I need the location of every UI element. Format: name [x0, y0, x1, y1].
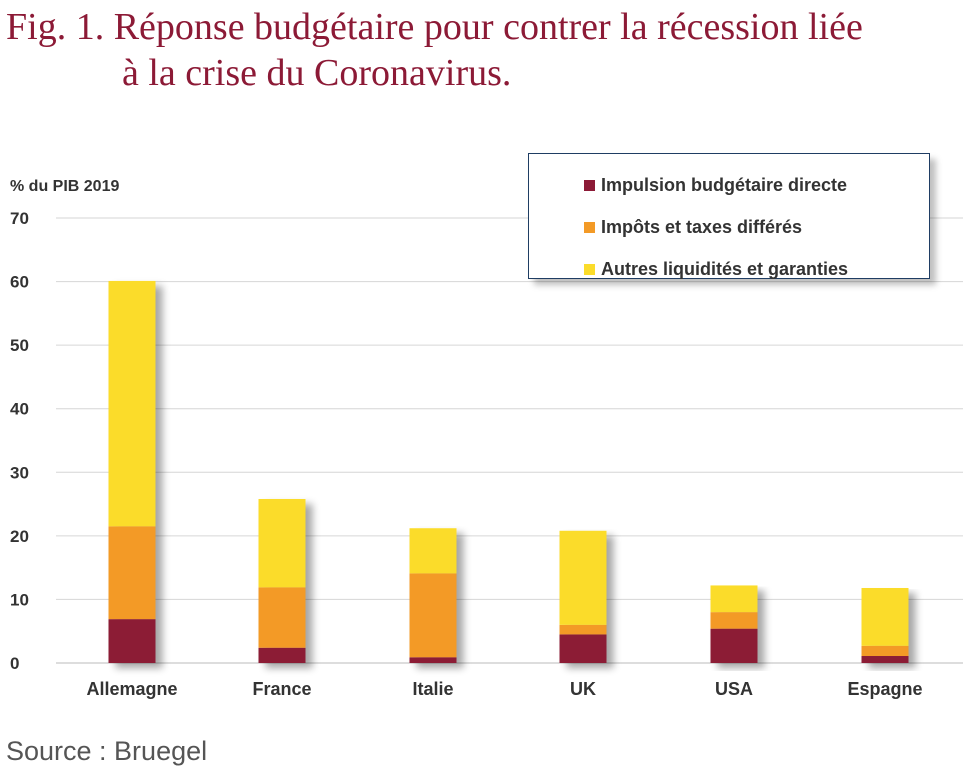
bar-segment: [108, 280, 156, 527]
y-tick-label: 70: [10, 209, 29, 228]
legend-swatch: [584, 221, 595, 233]
bar-segment: [710, 628, 758, 663]
legend: Impulsion budgétaire directe Impôts et t…: [528, 153, 930, 279]
bar-segment: [409, 528, 457, 574]
bar-segment: [258, 498, 306, 588]
category-label: USA: [715, 679, 753, 699]
bar-stack: [861, 587, 909, 663]
bar-segment: [108, 619, 156, 663]
bar-segment: [861, 587, 909, 646]
y-tick-label: 0: [10, 654, 19, 673]
y-tick-labels: 0 10 20 30 40 50 60 70: [10, 209, 29, 673]
bars: [108, 280, 909, 663]
legend-label: Impôts et taxes différés: [601, 216, 803, 237]
y-tick-label: 10: [10, 590, 29, 609]
figure-title: Fig. 1. Réponse budgétaire pour contrer …: [6, 4, 961, 96]
title-line-2: à la crise du Coronavirus.: [122, 52, 512, 94]
bar-segment: [258, 587, 306, 648]
bar-segment: [710, 612, 758, 629]
category-label: Allemagne: [86, 679, 177, 699]
bar-stack: [108, 280, 156, 663]
y-tick-label: 20: [10, 527, 29, 546]
bar-stack: [258, 498, 306, 663]
bar-segment: [108, 526, 156, 620]
bar-segment: [409, 573, 457, 658]
legend-label: Autres liquidités et garanties: [601, 258, 849, 279]
source-note: Source : Bruegel: [6, 736, 208, 766]
legend-item-liquidites: Autres liquidités et garanties: [529, 248, 929, 290]
gridlines: [56, 217, 963, 664]
legend-swatch: [584, 179, 595, 191]
legend-item-impulsion: Impulsion budgétaire directe: [529, 164, 929, 206]
y-tick-label: 40: [10, 400, 29, 419]
legend-label: Impulsion budgétaire directe: [601, 174, 848, 195]
bar-segment: [559, 530, 607, 625]
legend-item-impots: Impôts et taxes différés: [529, 206, 929, 248]
y-tick-label: 50: [10, 336, 29, 355]
bar-segment: [258, 647, 306, 663]
bar-segment: [559, 634, 607, 663]
bar-segment: [710, 585, 758, 613]
bar-stack: [710, 585, 758, 663]
category-label: UK: [570, 679, 596, 699]
y-axis-label: % du PIB 2019: [10, 178, 119, 195]
bar-segment: [559, 624, 607, 635]
bar-segment: [409, 657, 457, 663]
bar-stack: [559, 530, 607, 663]
stacked-bar-chart: % du PIB 2019 0 10 20 30 40 50 60 70 Allemagne F…: [10, 178, 963, 699]
category-label: Espagne: [847, 679, 922, 699]
bar-stack: [409, 528, 457, 663]
category-label: Italie: [412, 679, 453, 699]
bar-segment: [861, 645, 909, 657]
y-tick-label: 30: [10, 463, 29, 482]
title-line-1: Fig. 1. Réponse budgétaire pour contrer …: [6, 6, 863, 48]
category-labels: Allemagne France Italie UK USA Espagne: [86, 679, 922, 699]
legend-swatch: [584, 263, 595, 275]
bar-segment: [861, 656, 909, 663]
category-label: France: [252, 679, 311, 699]
y-tick-label: 60: [10, 273, 29, 292]
